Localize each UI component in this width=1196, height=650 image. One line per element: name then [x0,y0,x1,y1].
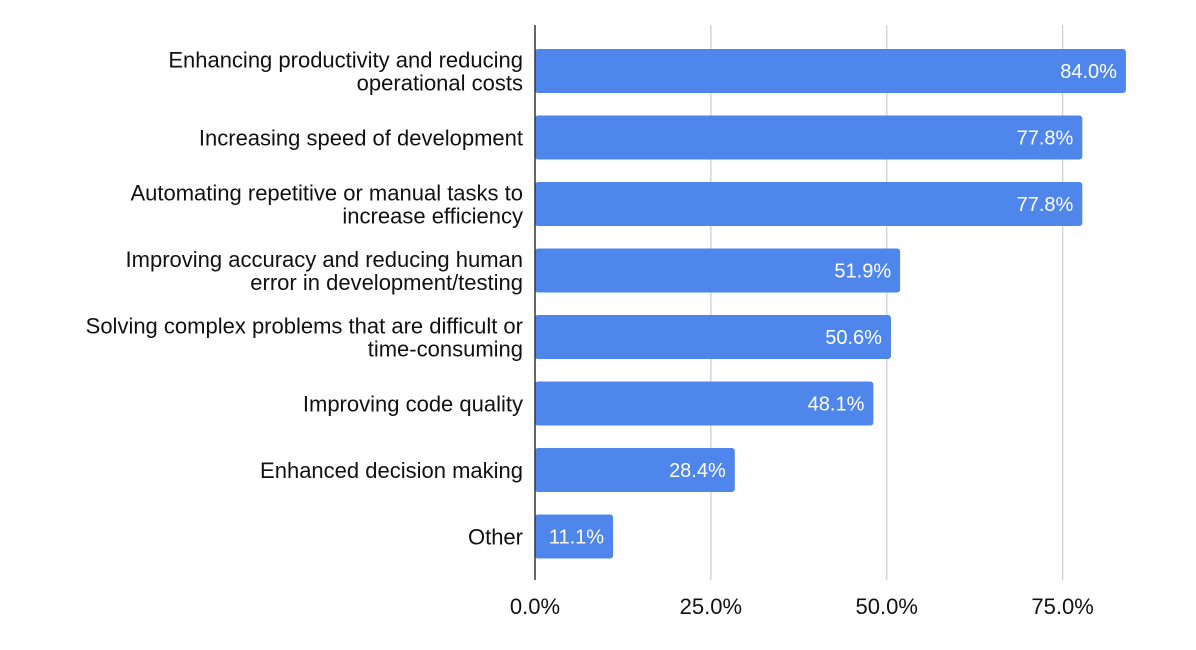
data-label-5: 48.1% [808,394,865,416]
bar-2 [535,182,1083,226]
bars [535,49,1126,559]
category-label-3-line-0: Improving accuracy and reducing human [126,247,523,272]
bar-4 [535,315,891,359]
data-labels: 84.0% 77.8% 77.8% 51.9% 50.6% 48.1% 28.4% 11.1% [549,61,1117,549]
category-label-1: Increasing speed of development [199,126,523,151]
data-label-3: 51.9% [834,261,891,283]
category-label-5: Improving code quality [303,392,523,417]
data-label-0: 84.0% [1060,61,1117,83]
bar-6 [535,448,735,492]
bar-0 [535,49,1126,93]
tick-labels: 0.0% 25.0% 50.0% 75.0% [510,594,1094,619]
data-label-1: 77.8% [1017,128,1074,150]
category-label-2-line-1: increase efficiency [342,204,523,229]
bar-1 [535,115,1083,160]
bar-3 [535,248,901,293]
category-label-0-line-0: Enhancing productivity and reducing [168,48,523,73]
bar-7 [535,514,614,559]
gridlines [710,25,1064,580]
data-label-6: 28.4% [669,460,726,482]
x-tick-label-2: 50.0% [856,594,918,619]
bar-5 [535,381,874,426]
category-label-7: Other [468,525,523,550]
x-tick-label-0: 0.0% [510,594,560,619]
x-tick-label-3: 75.0% [1031,594,1093,619]
data-label-4: 50.6% [825,327,882,349]
category-label-4-line-1: time-consuming [368,337,523,362]
category-label-3-line-1: error in development/testing [250,270,523,295]
category-label-2-line-0: Automating repetitive or manual tasks to [130,181,523,206]
category-label-0-line-1: operational costs [357,71,523,96]
category-label-6: Enhanced decision making [260,458,523,483]
data-label-7: 11.1% [549,527,604,549]
data-label-2: 77.8% [1017,194,1074,216]
category-labels: Enhancing productivity and reducingopera… [86,48,523,550]
x-tick-label-1: 25.0% [680,594,742,619]
category-label-4-line-0: Solving complex problems that are diffic… [86,314,523,339]
